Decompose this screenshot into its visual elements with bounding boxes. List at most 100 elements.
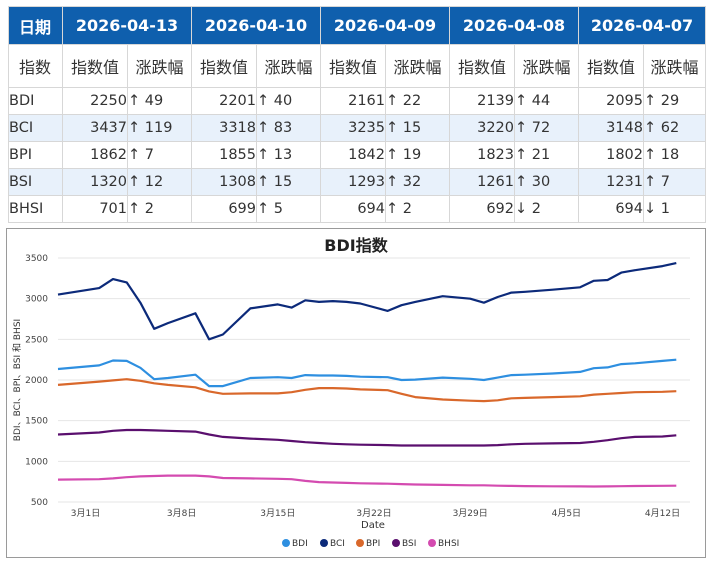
- index-value: 694: [320, 195, 386, 223]
- index-value: 1261: [449, 168, 515, 196]
- value-column-header: 指数值: [62, 44, 128, 88]
- value-column-header: 指数值: [320, 44, 386, 88]
- index-value: 3235: [320, 114, 386, 142]
- x-tick-label: 4月12日: [645, 508, 680, 519]
- x-axis-label: Date: [361, 520, 385, 531]
- y-tick-label: 3000: [25, 295, 48, 305]
- x-axis: 3月1日 3月8日 3月15日 3月22日 3月29日 4月5日 4月12日: [71, 508, 680, 519]
- legend-marker: [392, 539, 400, 547]
- index-change: ↑ 2: [127, 195, 192, 223]
- date-header-row: 日期 2026-04-13 2026-04-10 2026-04-09 2026…: [8, 6, 706, 45]
- value-column-header: 指数值: [449, 44, 515, 88]
- legend-marker: [320, 539, 328, 547]
- series-line-bhsi: [57, 474, 677, 488]
- index-value: 1855: [191, 141, 257, 169]
- index-value: 701: [62, 195, 128, 223]
- index-change: ↑ 62: [643, 114, 706, 142]
- value-column-header: 指数值: [191, 44, 257, 88]
- x-tick-label: 3月8日: [167, 508, 196, 519]
- index-change: ↑ 49: [127, 87, 192, 115]
- x-tick-label: 3月29日: [453, 508, 488, 519]
- index-change: ↑ 32: [385, 168, 450, 196]
- table-row: BSI 1320 ↑ 12 1308 ↑ 15 1293 ↑ 32 1261 ↑ 30 1231 ↑…: [8, 168, 706, 196]
- index-name: BSI: [8, 168, 63, 196]
- index-value: 1308: [191, 168, 257, 196]
- index-name: BHSI: [8, 195, 63, 223]
- date-header: 2026-04-09: [320, 6, 450, 45]
- index-change: ↑ 83: [256, 114, 321, 142]
- index-table: 日期 2026-04-13 2026-04-10 2026-04-09 2026…: [8, 6, 706, 223]
- chart-container: [6, 228, 706, 558]
- legend-label: BDI: [292, 539, 308, 549]
- change-column-header: 涨跌幅: [256, 44, 321, 88]
- series-line-bpi: [57, 378, 677, 403]
- index-name: BCI: [8, 114, 63, 142]
- legend-label: BPI: [366, 539, 380, 549]
- column-header-row: 指数 指数值 涨跌幅 指数值 涨跌幅 指数值 涨跌幅 指数值 涨跌幅 指数值 涨…: [8, 44, 706, 88]
- legend-marker: [356, 539, 364, 547]
- index-value: 1842: [320, 141, 386, 169]
- index-value: 699: [191, 195, 257, 223]
- index-value: 2201: [191, 87, 257, 115]
- index-change: ↑ 7: [643, 168, 706, 196]
- index-change: ↑ 5: [256, 195, 321, 223]
- change-column-header: 涨跌幅: [514, 44, 579, 88]
- date-header: 2026-04-08: [449, 6, 579, 45]
- legend-label: BSI: [402, 539, 416, 549]
- y-tick-label: 500: [31, 498, 48, 508]
- series-lines: [57, 262, 677, 488]
- index-column-header: 指数: [8, 44, 63, 88]
- series-line-bci: [57, 262, 677, 341]
- series-line-bdi: [57, 358, 677, 388]
- y-tick-label: 1500: [25, 417, 48, 427]
- index-value: 3437: [62, 114, 128, 142]
- y-tick-label: 3500: [25, 254, 48, 264]
- y-tick-label: 2000: [25, 376, 48, 386]
- index-value: 1320: [62, 168, 128, 196]
- index-value: 1823: [449, 141, 515, 169]
- index-value: 2161: [320, 87, 386, 115]
- table-row: BPI 1862 ↑ 7 1855 ↑ 13 1842 ↑ 19 1823 ↑ 21 1802 ↑ …: [8, 141, 706, 169]
- index-value: 694: [578, 195, 644, 223]
- index-change: ↓ 2: [514, 195, 579, 223]
- chart-title: BDI指数: [324, 236, 388, 255]
- legend-marker: [282, 539, 290, 547]
- index-change: ↑ 29: [643, 87, 706, 115]
- legend-label: BCI: [330, 539, 345, 549]
- series-line-bsi: [57, 428, 677, 447]
- index-value: 1862: [62, 141, 128, 169]
- index-change: ↑ 18: [643, 141, 706, 169]
- index-value: 3148: [578, 114, 644, 142]
- x-tick-label: 4月5日: [552, 508, 581, 519]
- date-header: 2026-04-07: [578, 6, 706, 45]
- index-change: ↑ 30: [514, 168, 579, 196]
- index-change: ↑ 2: [385, 195, 450, 223]
- index-change: ↑ 44: [514, 87, 579, 115]
- x-tick-label: 3月22日: [356, 508, 391, 519]
- legend-label: BHSI: [438, 539, 459, 549]
- index-value: 2250: [62, 87, 128, 115]
- index-value: 3220: [449, 114, 515, 142]
- index-value: 1293: [320, 168, 386, 196]
- table-row: BCI 3437 ↑ 119 3318 ↑ 83 3235 ↑ 15 3220 ↑ 72 3148…: [8, 114, 706, 142]
- y-tick-label: 2500: [25, 335, 48, 345]
- legend-marker: [428, 539, 436, 547]
- index-change: ↑ 15: [256, 168, 321, 196]
- index-value: 1231: [578, 168, 644, 196]
- index-value: 2095: [578, 87, 644, 115]
- y-axis-label: BDI、BCI、BPI、BSI 和 BHSI: [12, 319, 23, 441]
- change-column-header: 涨跌幅: [127, 44, 192, 88]
- index-change: ↓ 1: [643, 195, 706, 223]
- corner-header: 日期: [8, 6, 63, 45]
- x-tick-label: 3月15日: [260, 508, 295, 519]
- y-tick-label: 1000: [25, 457, 48, 467]
- legend: BDI BCI BPI BSI BHSI: [282, 539, 459, 549]
- index-change: ↑ 72: [514, 114, 579, 142]
- index-change: ↑ 12: [127, 168, 192, 196]
- table-body: BDI 2250 ↑ 49 2201 ↑ 40 2161 ↑ 22 2139 ↑ 44 2095 ↑…: [8, 87, 706, 223]
- x-tick-label: 3月1日: [71, 508, 100, 519]
- y-axis: 500 1000 1500 2000 2500 3000 3500: [25, 254, 690, 508]
- table-row: BHSI 701 ↑ 2 699 ↑ 5 694 ↑ 2 692 ↓ 2 694 ↓ 1: [8, 195, 706, 223]
- change-column-header: 涨跌幅: [385, 44, 450, 88]
